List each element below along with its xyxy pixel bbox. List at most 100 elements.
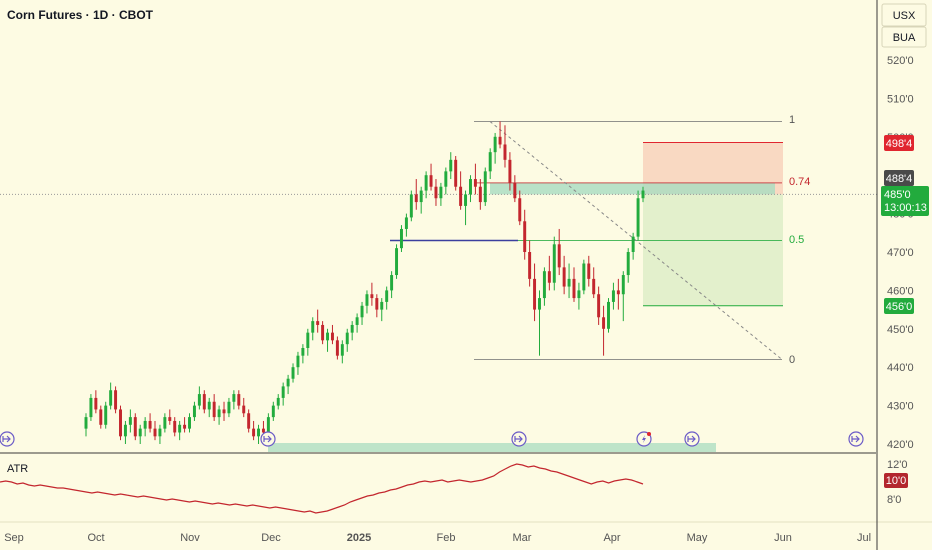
candle-body <box>464 194 468 206</box>
candle <box>434 179 438 206</box>
candle-body <box>395 248 399 276</box>
svg-text:456'0: 456'0 <box>886 301 913 313</box>
forward-arrow-icon[interactable] <box>511 431 527 447</box>
arrow-glyph <box>263 435 272 443</box>
candle-body <box>528 252 532 279</box>
chart-title: Corn Futures · 1D · CBOT <box>7 8 154 22</box>
svg-text:498'4: 498'4 <box>886 138 913 150</box>
price-tick-label: 440'0 <box>887 362 914 374</box>
candle-body <box>188 417 191 429</box>
candle <box>626 248 630 283</box>
arrow-glyph <box>851 435 860 443</box>
candle-body <box>365 294 369 306</box>
candle <box>133 413 137 441</box>
candle <box>247 409 251 433</box>
candle <box>459 171 463 210</box>
candle-body <box>168 417 172 421</box>
candle <box>326 328 330 352</box>
arrow-glyph <box>514 435 523 443</box>
candle <box>409 190 413 222</box>
candle-body <box>217 409 221 418</box>
candle-body <box>523 221 527 252</box>
unit-label: BUA <box>893 32 916 44</box>
candle <box>454 156 458 191</box>
candle-body <box>266 417 270 433</box>
candle <box>395 244 399 279</box>
event-markers[interactable] <box>0 431 864 447</box>
candle <box>114 386 118 414</box>
time-tick-label: Feb <box>437 532 456 544</box>
fib-label-1: 1 <box>789 114 795 126</box>
candle <box>192 401 196 421</box>
candle <box>257 424 261 444</box>
unit-button[interactable]: BUA <box>881 26 927 48</box>
candle-body <box>542 271 546 299</box>
candle <box>109 382 113 410</box>
candle <box>508 152 512 191</box>
candle-body <box>636 198 640 237</box>
candle-body <box>330 332 334 341</box>
candle-body <box>350 324 354 333</box>
candle <box>128 409 132 433</box>
candle <box>587 255 591 287</box>
time-axis[interactable]: Sep Oct Nov Dec 2025 Feb Mar Apr May Jun Jul <box>4 532 871 544</box>
fib-label-0: 0 <box>789 354 795 366</box>
candle <box>473 163 477 195</box>
drawing-lines <box>0 120 877 361</box>
candle-body <box>429 175 433 187</box>
candle <box>542 267 546 306</box>
candle-body <box>242 405 246 414</box>
candle-body <box>424 175 428 191</box>
forward-arrow-icon[interactable] <box>684 431 700 447</box>
candle <box>321 321 325 345</box>
candle-body <box>557 244 561 268</box>
candle-body <box>409 194 413 218</box>
forward-arrow-icon[interactable] <box>848 431 864 447</box>
candle-body <box>631 236 635 252</box>
previous-close-badge: 488'4 <box>884 170 914 186</box>
price-tick-label: 520'0 <box>887 55 914 67</box>
candle <box>138 424 142 444</box>
event-range-band <box>268 443 716 452</box>
candle <box>350 321 354 341</box>
candle <box>385 286 389 310</box>
candle-body <box>301 348 305 356</box>
candle <box>380 298 384 322</box>
candle-body <box>227 401 231 414</box>
candle <box>148 413 152 433</box>
candle <box>611 282 615 310</box>
candle-body <box>478 186 482 203</box>
candle-body <box>232 394 236 402</box>
candle <box>533 263 537 322</box>
candle <box>306 328 310 356</box>
candle <box>286 374 290 395</box>
candle-body <box>237 394 241 406</box>
candle <box>143 417 147 437</box>
forward-arrow-icon[interactable] <box>260 431 276 447</box>
candle <box>375 294 379 318</box>
candle-body <box>434 186 438 199</box>
candle <box>602 305 606 356</box>
currency-button[interactable]: USX <box>881 3 927 27</box>
candle-body <box>473 179 477 187</box>
candle <box>123 420 127 444</box>
time-tick-label: Dec <box>261 532 281 544</box>
currency-label: USX <box>893 10 916 22</box>
candle <box>419 186 423 214</box>
candle-body <box>582 263 586 291</box>
candle <box>365 290 369 314</box>
candle <box>271 401 275 421</box>
candle <box>188 413 191 433</box>
candle-body <box>380 301 384 310</box>
forward-arrow-icon[interactable] <box>0 431 15 447</box>
lightning-icon[interactable] <box>636 431 652 447</box>
candle <box>355 313 359 333</box>
alert-dot <box>647 432 651 436</box>
candle <box>183 417 187 433</box>
candle <box>616 278 620 310</box>
candle-body <box>621 275 625 295</box>
time-tick-label: Mar <box>513 532 532 544</box>
candle <box>217 405 221 425</box>
candle <box>311 317 315 341</box>
